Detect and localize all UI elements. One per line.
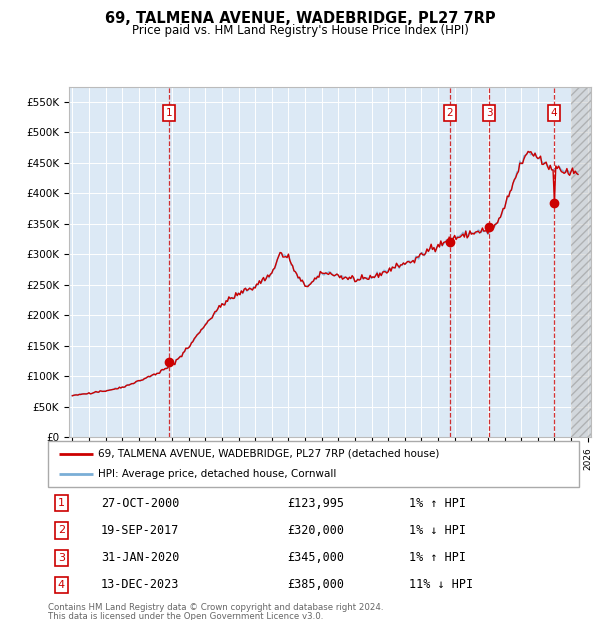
Text: HPI: Average price, detached house, Cornwall: HPI: Average price, detached house, Corn… <box>98 469 337 479</box>
Text: 69, TALMENA AVENUE, WADEBRIDGE, PL27 7RP: 69, TALMENA AVENUE, WADEBRIDGE, PL27 7RP <box>104 11 496 26</box>
Text: 13-DEC-2023: 13-DEC-2023 <box>101 578 179 591</box>
Text: 27-OCT-2000: 27-OCT-2000 <box>101 497 179 510</box>
Text: 1% ↑ HPI: 1% ↑ HPI <box>409 551 466 564</box>
Text: 4: 4 <box>58 580 65 590</box>
Text: 11% ↓ HPI: 11% ↓ HPI <box>409 578 473 591</box>
Text: This data is licensed under the Open Government Licence v3.0.: This data is licensed under the Open Gov… <box>48 612 323 620</box>
Text: £320,000: £320,000 <box>287 524 344 537</box>
Text: 1: 1 <box>166 108 172 118</box>
Text: 1% ↑ HPI: 1% ↑ HPI <box>409 497 466 510</box>
Text: £385,000: £385,000 <box>287 578 344 591</box>
FancyBboxPatch shape <box>48 441 579 487</box>
Text: 4: 4 <box>550 108 557 118</box>
Text: Contains HM Land Registry data © Crown copyright and database right 2024.: Contains HM Land Registry data © Crown c… <box>48 603 383 612</box>
Text: 69, TALMENA AVENUE, WADEBRIDGE, PL27 7RP (detached house): 69, TALMENA AVENUE, WADEBRIDGE, PL27 7RP… <box>98 449 440 459</box>
Text: 19-SEP-2017: 19-SEP-2017 <box>101 524 179 537</box>
Text: 2: 2 <box>447 108 454 118</box>
Text: £345,000: £345,000 <box>287 551 344 564</box>
Text: 2: 2 <box>58 526 65 536</box>
Text: 3: 3 <box>58 552 65 562</box>
Bar <box>571 87 591 437</box>
Text: 1% ↓ HPI: 1% ↓ HPI <box>409 524 466 537</box>
Text: 1: 1 <box>58 498 65 508</box>
Text: £123,995: £123,995 <box>287 497 344 510</box>
Text: Price paid vs. HM Land Registry's House Price Index (HPI): Price paid vs. HM Land Registry's House … <box>131 24 469 37</box>
Text: 31-JAN-2020: 31-JAN-2020 <box>101 551 179 564</box>
Text: 3: 3 <box>486 108 493 118</box>
